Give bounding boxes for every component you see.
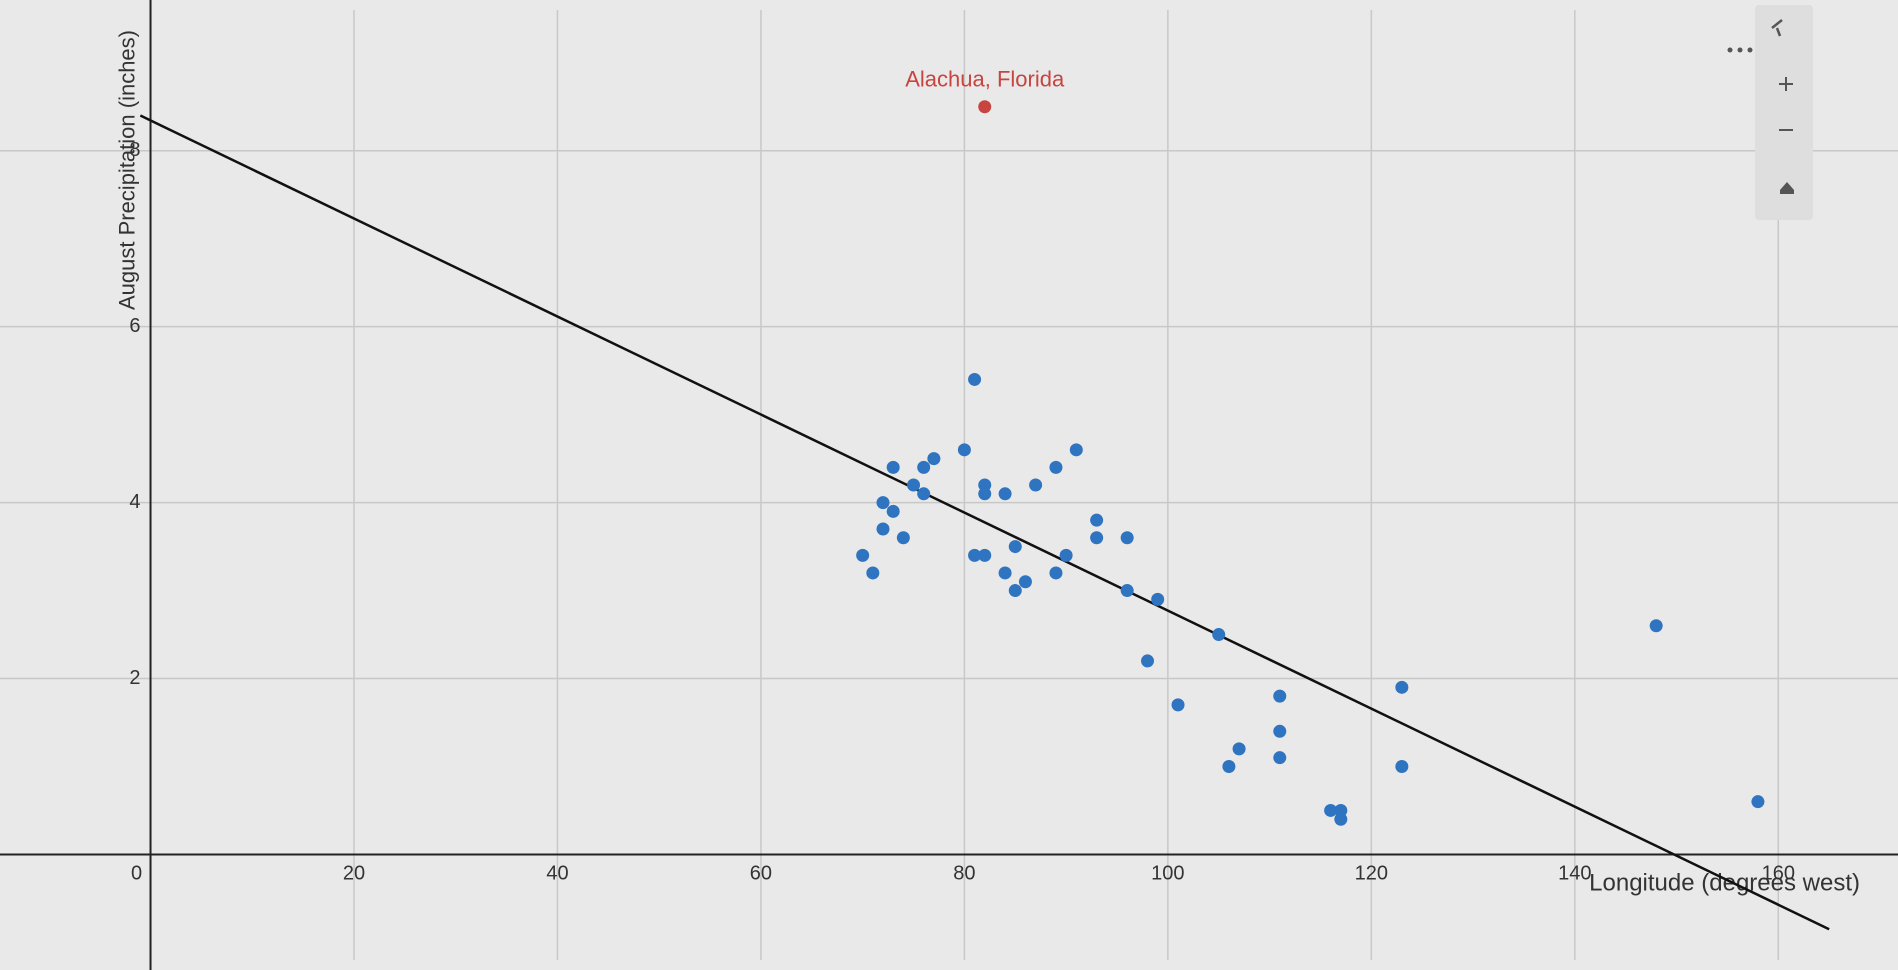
- data-point: [1151, 592, 1165, 606]
- settings-button[interactable]: [1771, 19, 1783, 37]
- data-point: [886, 460, 900, 474]
- data-point: [1049, 460, 1063, 474]
- data-point: [1334, 812, 1348, 826]
- data-point: [917, 487, 931, 501]
- regression-line: [139, 114, 1830, 931]
- data-point: [968, 372, 982, 386]
- home-button[interactable]: [1780, 182, 1794, 194]
- data-point: [856, 548, 870, 562]
- data-point: [998, 566, 1012, 580]
- data-point: [1395, 759, 1409, 773]
- data-point: [957, 443, 971, 457]
- data-point: [1008, 540, 1022, 554]
- data-point: [1120, 584, 1134, 598]
- data-point: [1018, 575, 1032, 589]
- x-axis-label: Longitude (degrees west): [1589, 869, 1860, 896]
- data-point: [1090, 531, 1104, 545]
- data-point: [1141, 654, 1155, 668]
- x-tick-label: 160: [1762, 863, 1795, 885]
- data-point: [1273, 751, 1287, 765]
- data-point: [978, 548, 992, 562]
- toolbar-bg: [1755, 5, 1813, 220]
- data-point: [1059, 548, 1073, 562]
- data-point: [998, 487, 1012, 501]
- highlight-label: Alachua, Florida: [905, 67, 1065, 92]
- data-point: [1232, 742, 1246, 756]
- y-tick-label: 2: [129, 667, 140, 689]
- x-tick-label: 140: [1558, 863, 1591, 885]
- data-point: [927, 452, 941, 466]
- zoom-in-button[interactable]: [1779, 77, 1793, 91]
- data-point: [1069, 443, 1083, 457]
- data-point: [1090, 513, 1104, 527]
- data-point: [1120, 531, 1134, 545]
- y-axis-label: August Precipitation (inches): [114, 30, 139, 310]
- x-tick-label: 60: [750, 863, 772, 885]
- data-point: [907, 478, 921, 492]
- data-point: [1222, 759, 1236, 773]
- data-point: [1273, 724, 1287, 738]
- data-point: [1324, 803, 1338, 817]
- data-point: [1395, 680, 1409, 694]
- y-tick-label: 8: [129, 139, 140, 161]
- data-point: [1008, 584, 1022, 598]
- x-tick-label: 20: [343, 863, 365, 885]
- data-point: [1273, 689, 1287, 703]
- data-point: [1649, 619, 1663, 633]
- data-point: [886, 504, 900, 518]
- data-point: [917, 460, 931, 474]
- y-tick-label: 6: [129, 315, 140, 337]
- data-point: [978, 487, 992, 501]
- data-point: [876, 522, 890, 536]
- x-tick-label: 0: [131, 863, 142, 885]
- highlight-point: [978, 100, 992, 114]
- data-point: [1212, 628, 1226, 642]
- y-tick-label: 4: [129, 491, 140, 513]
- data-point: [866, 566, 880, 580]
- data-point: [968, 548, 982, 562]
- more-button[interactable]: [1727, 47, 1753, 53]
- data-point: [876, 496, 890, 510]
- data-point: [1751, 795, 1765, 809]
- data-point: [896, 531, 910, 545]
- x-tick-label: 40: [546, 863, 568, 885]
- x-tick-label: 120: [1355, 863, 1388, 885]
- data-point: [1171, 698, 1185, 712]
- x-tick-label: 100: [1151, 863, 1184, 885]
- data-point: [1029, 478, 1043, 492]
- toolbar: [1727, 5, 1813, 220]
- x-tick-label: 80: [953, 863, 975, 885]
- data-point: [1049, 566, 1063, 580]
